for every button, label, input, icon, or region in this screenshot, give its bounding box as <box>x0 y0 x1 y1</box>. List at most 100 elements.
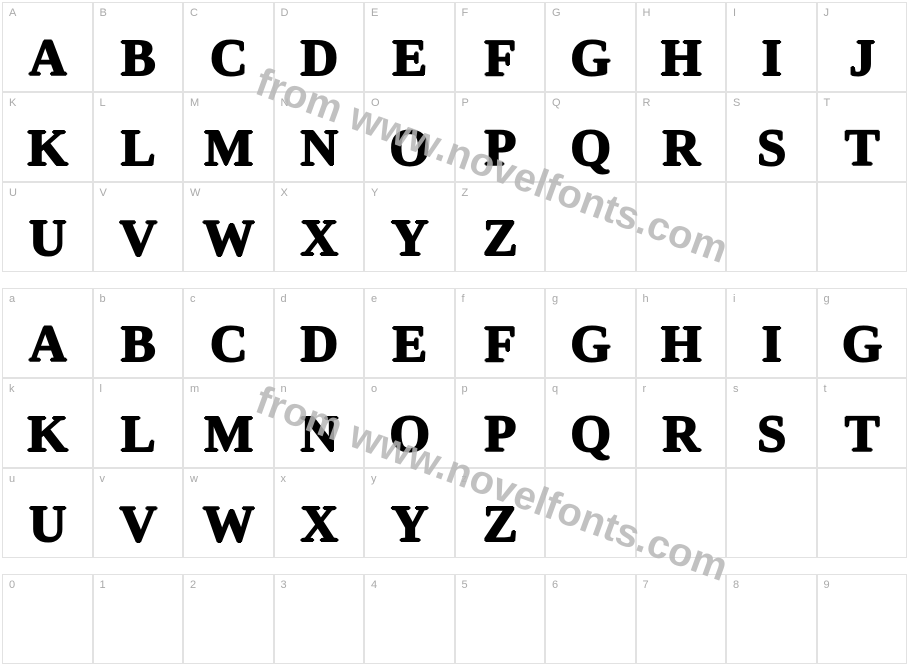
glyph-cell <box>636 468 727 558</box>
cell-glyph: G <box>818 319 907 371</box>
glyph-cell: wW <box>183 468 274 558</box>
cell-glyph: U <box>3 213 92 265</box>
cell-corner-label: 4 <box>371 579 377 591</box>
section-gap <box>2 272 909 288</box>
cell-corner-label: q <box>552 383 558 395</box>
cell-corner-label: d <box>281 293 287 305</box>
glyph-cell: gG <box>817 288 908 378</box>
glyph-cell: bB <box>93 288 184 378</box>
cell-glyph: G <box>546 319 635 371</box>
glyph-cell <box>545 468 636 558</box>
cell-corner-label: A <box>9 7 16 19</box>
glyph-cell <box>817 182 908 272</box>
cell-corner-label: L <box>100 97 106 109</box>
glyph-cell: zZ <box>455 468 546 558</box>
glyph-cell: PP <box>455 92 546 182</box>
glyph-cell: tT <box>817 378 908 468</box>
glyph-cell: BB <box>93 2 184 92</box>
glyph-cell: rR <box>636 378 727 468</box>
cell-corner-label: D <box>281 7 289 19</box>
cell-glyph: F <box>456 33 545 85</box>
glyph-cell: II <box>726 2 817 92</box>
cell-corner-label: y <box>371 473 377 485</box>
glyph-cell: 8 <box>726 574 817 664</box>
glyph-cell: sS <box>726 378 817 468</box>
glyph-cell: gG <box>545 288 636 378</box>
cell-corner-label: v <box>100 473 106 485</box>
glyph-cell: CC <box>183 2 274 92</box>
cell-corner-label: 1 <box>100 579 106 591</box>
cell-glyph: V <box>94 213 183 265</box>
glyph-cell: 2 <box>183 574 274 664</box>
cell-corner-label: Y <box>371 187 378 199</box>
cell-corner-label: J <box>824 7 830 19</box>
glyph-cell: EE <box>364 2 455 92</box>
cell-corner-label: f <box>462 293 465 305</box>
cell-glyph: N <box>275 409 364 461</box>
cell-glyph: M <box>184 123 273 175</box>
glyph-cell: vV <box>93 468 184 558</box>
glyph-cell: MM <box>183 92 274 182</box>
cell-glyph: P <box>456 123 545 175</box>
glyph-cell: WW <box>183 182 274 272</box>
cell-glyph: S <box>727 409 816 461</box>
glyph-cell <box>726 468 817 558</box>
glyph-cell: VV <box>93 182 184 272</box>
glyph-cell: iI <box>726 288 817 378</box>
cell-corner-label: B <box>100 7 107 19</box>
cell-glyph: R <box>637 409 726 461</box>
cell-glyph: Z <box>456 213 545 265</box>
glyph-cell: YY <box>364 182 455 272</box>
cell-glyph: G <box>546 33 635 85</box>
cell-glyph: I <box>727 319 816 371</box>
glyph-cell: eE <box>364 288 455 378</box>
cell-glyph: R <box>637 123 726 175</box>
cell-corner-label: V <box>100 187 107 199</box>
cell-corner-label: 9 <box>824 579 830 591</box>
cell-glyph: K <box>3 409 92 461</box>
cell-corner-label: i <box>733 293 735 305</box>
cell-corner-label: K <box>9 97 16 109</box>
cell-glyph: H <box>637 319 726 371</box>
cell-glyph: W <box>184 499 273 551</box>
cell-glyph: Y <box>365 499 454 551</box>
cell-corner-label: 6 <box>552 579 558 591</box>
glyph-grid: AABBCCDDEEFFGGHHIIJJKKLLMMNNOOPPQQRRSSTT… <box>2 2 909 664</box>
cell-corner-label: R <box>643 97 651 109</box>
section-gap <box>2 558 909 574</box>
cell-glyph: E <box>365 319 454 371</box>
glyph-cell: 9 <box>817 574 908 664</box>
cell-glyph: B <box>94 33 183 85</box>
cell-glyph: C <box>184 33 273 85</box>
glyph-cell: 3 <box>274 574 365 664</box>
glyph-cell: xX <box>274 468 365 558</box>
cell-glyph: X <box>275 213 364 265</box>
cell-glyph: X <box>275 499 364 551</box>
cell-glyph: V <box>94 499 183 551</box>
cell-corner-label: l <box>100 383 102 395</box>
glyph-cell: uU <box>2 468 93 558</box>
glyph-cell: 4 <box>364 574 455 664</box>
cell-glyph: W <box>184 213 273 265</box>
cell-corner-label: E <box>371 7 378 19</box>
cell-glyph: E <box>365 33 454 85</box>
cell-corner-label: W <box>190 187 200 199</box>
cell-glyph: L <box>94 409 183 461</box>
cell-corner-label: N <box>281 97 289 109</box>
cell-corner-label: h <box>643 293 649 305</box>
glyph-cell: QQ <box>545 92 636 182</box>
cell-corner-label: o <box>371 383 377 395</box>
font-character-map: AABBCCDDEEFFGGHHIIJJKKLLMMNNOOPPQQRRSSTT… <box>0 0 911 666</box>
cell-glyph: Q <box>546 123 635 175</box>
glyph-cell: lL <box>93 378 184 468</box>
cell-glyph: B <box>94 319 183 371</box>
cell-glyph: J <box>818 33 907 85</box>
glyph-cell: oO <box>364 378 455 468</box>
glyph-cell: DD <box>274 2 365 92</box>
glyph-cell: AA <box>2 2 93 92</box>
cell-corner-label: b <box>100 293 106 305</box>
glyph-cell: LL <box>93 92 184 182</box>
cell-corner-label: k <box>9 383 15 395</box>
cell-glyph: O <box>365 123 454 175</box>
cell-glyph: F <box>456 319 545 371</box>
